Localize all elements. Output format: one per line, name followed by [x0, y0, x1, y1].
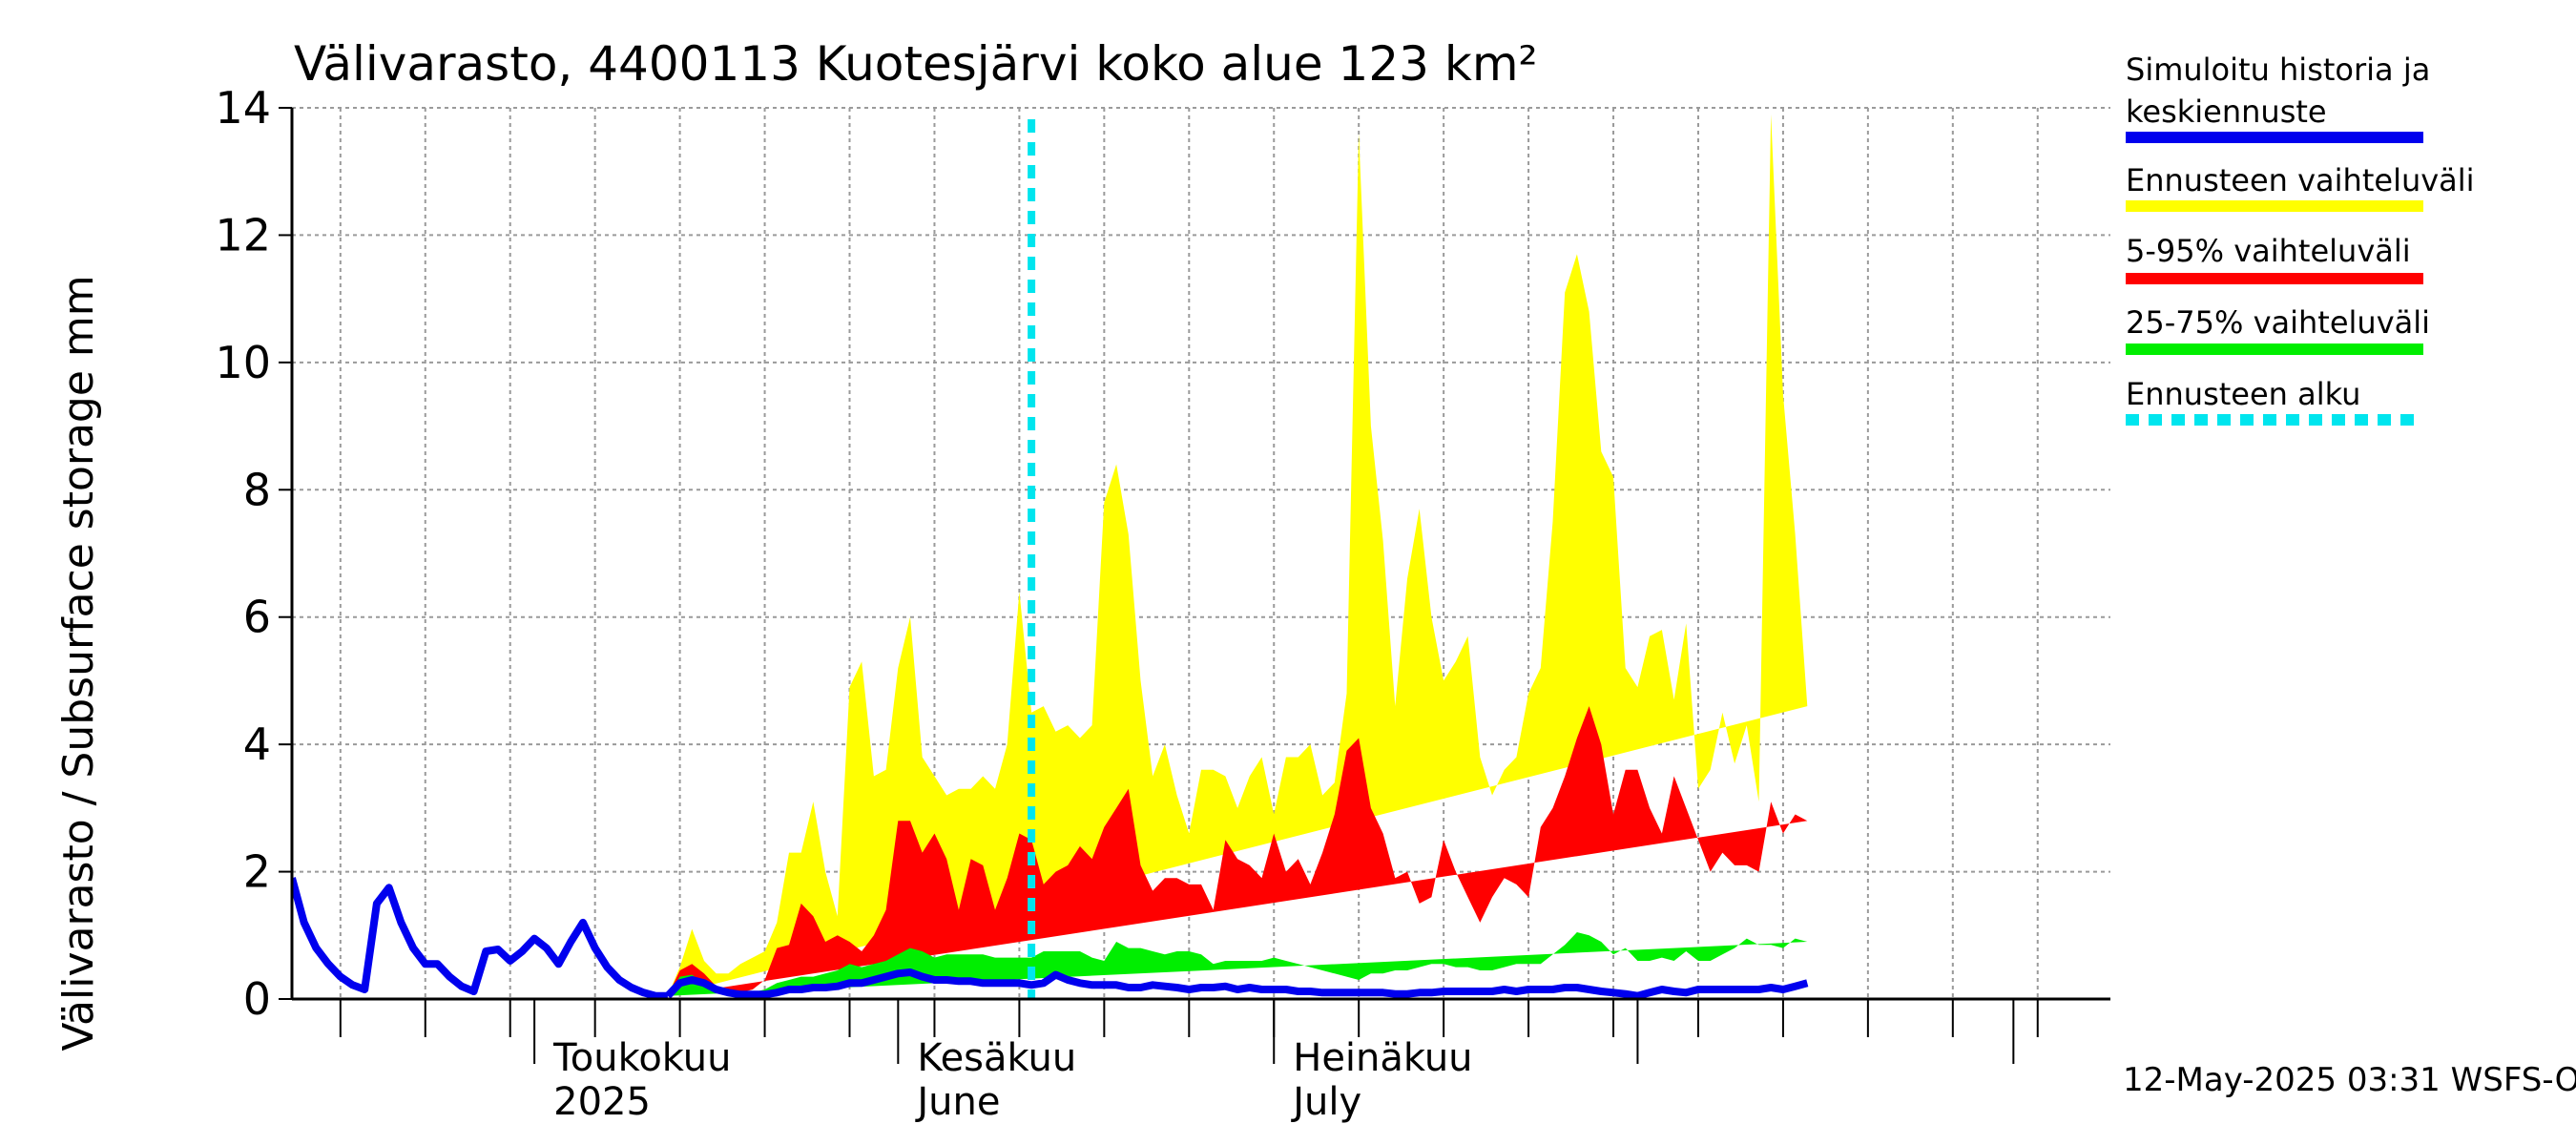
band-range [667, 114, 1808, 996]
y-axis-label: Välivarasto / Subsurface storage mm [54, 275, 103, 1051]
history-line [292, 877, 668, 999]
y-tick-label: 10 [215, 337, 271, 388]
legend-label: Ennusteen alku [2126, 376, 2360, 412]
legend-label: Ennusteen vaihteluväli [2126, 162, 2475, 198]
x-tick-label: June [914, 1080, 1000, 1124]
y-tick-label: 4 [243, 718, 271, 770]
legend-label: Simuloitu historia ja [2126, 52, 2430, 88]
legend: Simuloitu historia ja keskiennuste Ennuste… [2126, 52, 2475, 426]
legend-label: 5-95% vaihteluväli [2126, 233, 2411, 269]
y-tick-label: 2 [243, 846, 271, 898]
x-tick-label: Heinäkuu [1293, 1036, 1472, 1080]
legend-label: keskiennuste [2126, 94, 2327, 130]
mean-forecast-line [664, 968, 1809, 999]
series-layer [292, 114, 1809, 999]
grid [292, 107, 2110, 1000]
y-tick-label: 8 [243, 464, 271, 515]
y-tick-label: 14 [215, 82, 271, 134]
x-tick-label: 2025 [553, 1080, 651, 1124]
band-p5_95 [667, 706, 1808, 996]
footer-timestamp: 12-May-2025 03:31 WSFS-O [2123, 1061, 2576, 1099]
x-tick-label: July [1290, 1080, 1361, 1124]
y-tick-label: 0 [243, 973, 271, 1025]
y-tick-label: 12 [215, 209, 271, 260]
x-tick-label: Toukokuu [552, 1036, 731, 1080]
x-tick-label: Kesäkuu [917, 1036, 1076, 1080]
legend-label: 25-75% vaihteluväli [2126, 304, 2430, 341]
y-tick-label: 6 [243, 592, 271, 643]
chart-title: Välivarasto, 4400113 Kuotesjärvi koko al… [294, 36, 1538, 92]
